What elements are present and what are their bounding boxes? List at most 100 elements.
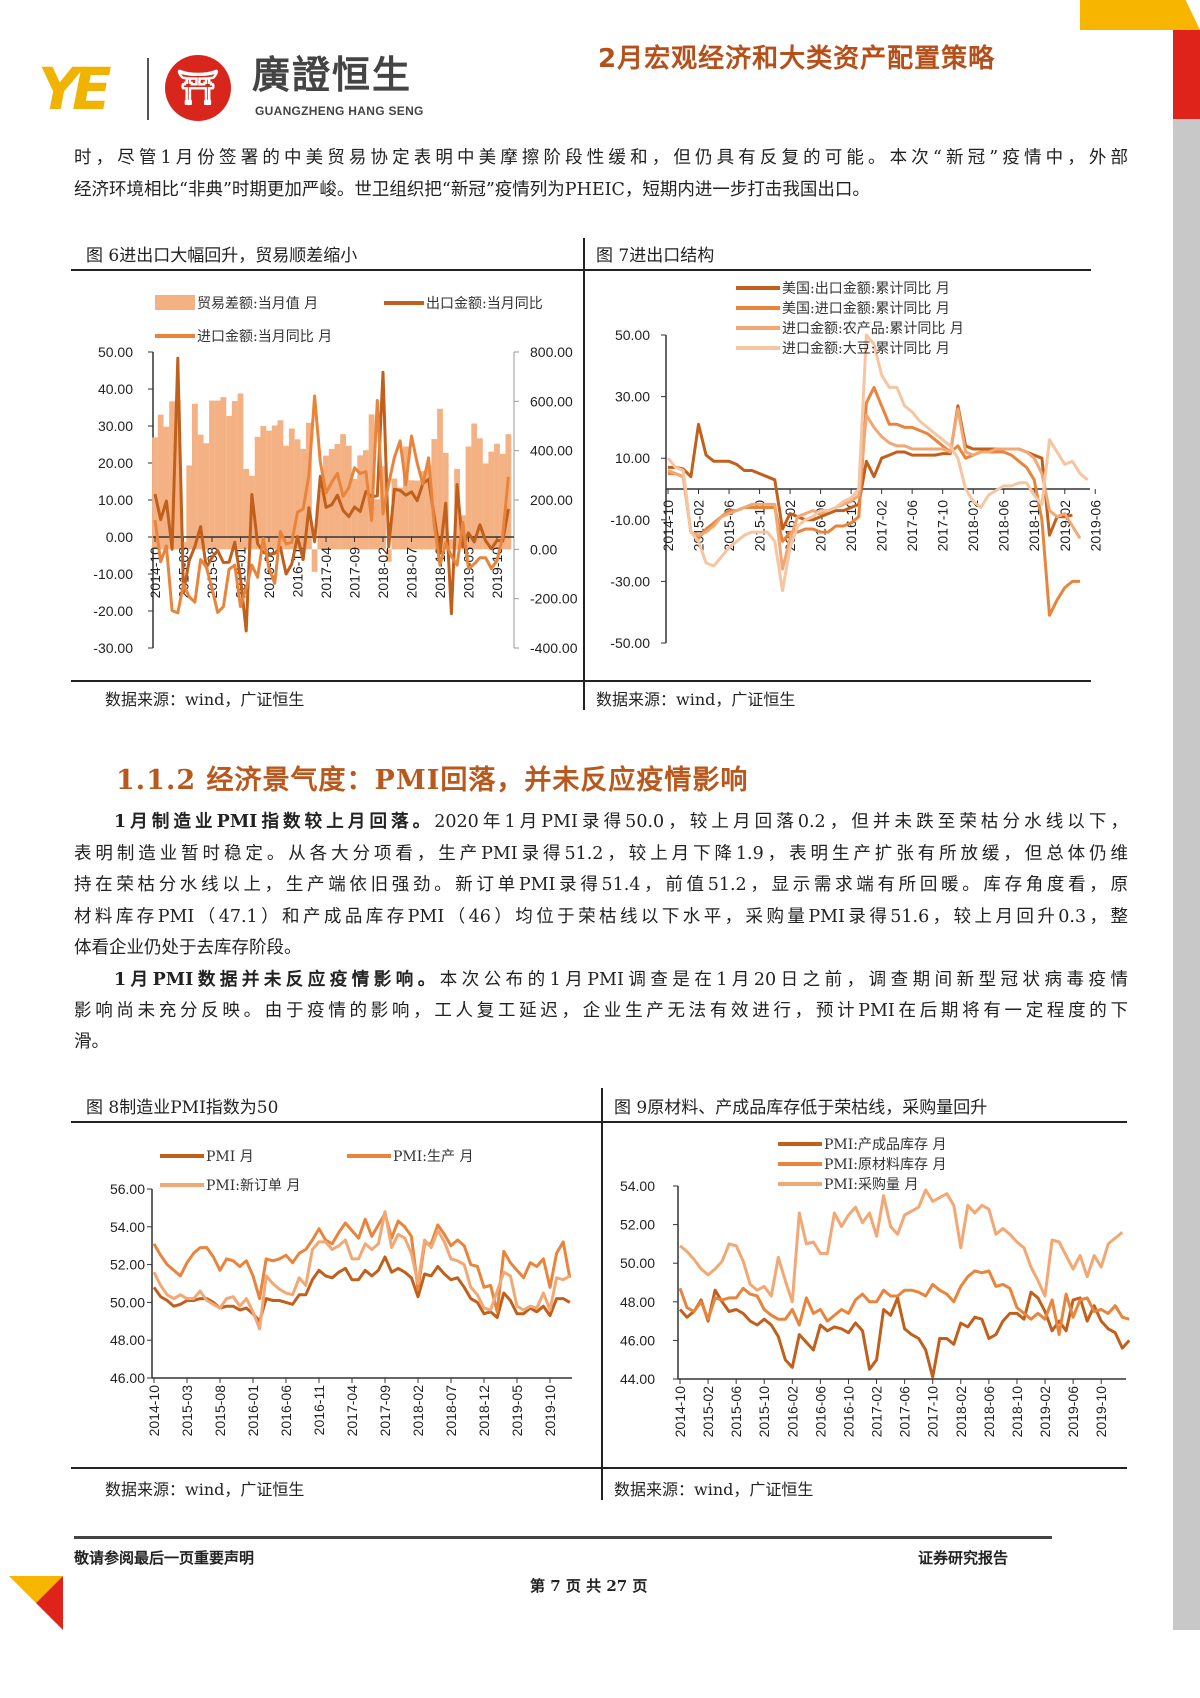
series-line [153,394,510,615]
figure-8-source: 数据来源：wind，广证恒生 [105,1480,305,1499]
figure-6-source: 数据来源：wind，广证恒生 [105,690,305,709]
x-tick-label: 2017-04 [318,547,334,599]
para1-lead: 1月制造业PMI指数较上月回落。 [114,812,435,832]
y-tick-label: 52.00 [110,1257,145,1273]
y-tick-label: 54.00 [110,1219,145,1235]
x-tick-label: 2018-12 [476,1385,492,1437]
legend-label: PMI:产成品库存 月 [824,1137,946,1153]
x-tick-label: 2015-06 [728,1386,744,1438]
x-tick-label: 2016-06 [278,1385,294,1437]
x-tick-label: 2015-08 [212,1385,228,1437]
bar [368,414,375,550]
x-tick-label: 2016-11 [311,1385,327,1436]
para1-line: 表明制造业暂时稳定。从各大分项看，生产PMI录得51.2，较上月下降1.9，表明… [74,844,1128,864]
company-name-en: GUANGZHENG HANG SENG [255,104,424,118]
bar [437,408,443,550]
y-tick-label: 48.00 [620,1294,655,1310]
y-tick-label: 30.00 [615,389,650,405]
footer-report-type: 证券研究报告 [918,1549,1009,1567]
company-name-cn: 廣證恒生 [252,53,413,97]
x-tick-label: 2018-06 [996,500,1012,552]
bar [465,446,472,550]
side-bar-gray [1173,119,1200,1630]
x-tick-label: 2018-02 [375,547,391,599]
bar [306,422,312,550]
bar [499,453,506,550]
bar [494,443,500,550]
x-tick-label: 2015-08 [204,547,220,599]
bar [374,499,381,550]
x-tick-label: 2015-10 [756,1386,772,1438]
bar [209,400,215,550]
bar [471,423,478,550]
series-line [152,1210,571,1331]
y-tick-label: 56.00 [110,1181,145,1197]
bar [482,463,489,550]
bar [442,452,449,550]
y-tick-label-right: 0.00 [530,541,557,557]
x-tick-label: 2016-06 [261,547,277,599]
x-tick-label: 2017-10 [935,500,951,552]
bar [488,451,495,550]
x-tick-label: 2018-02 [965,500,981,552]
legend-label: PMI:原材料库存 月 [824,1157,946,1173]
figure-top-rule [71,269,1091,271]
section-heading: 1.1.2 经济景气度：PMI回落，并未反应疫情影响 [116,765,749,796]
legend-label: 出口金额:当月同比 [426,296,543,312]
series-line [667,407,1082,571]
x-tick-label: 2019-10 [1093,1386,1109,1438]
figure-7-title: 图 7进出口结构 [596,246,715,266]
x-tick-label: 2014-10 [660,500,676,552]
y-tick-label: 50.00 [615,327,650,343]
footer-disclaimer: 敬请参阅最后一页重要声明 [74,1549,255,1567]
x-tick-label: 2019-05 [461,547,477,599]
legend-label: 美国:进口金额:累计同比 月 [782,301,950,317]
bar [231,401,238,550]
bar [203,443,210,550]
bar [391,478,398,550]
document-title: 2月宏观经济和大类资产配置策略 [598,44,996,74]
bar [300,448,307,550]
para1-line: 持在荣枯分水线以上，生产端依旧强劲。新订单PMI录得51.4，前值51.2，显示… [74,875,1128,895]
x-tick-label: 2018-07 [443,1385,459,1437]
bar [425,465,432,550]
x-tick-label: 2017-10 [925,1386,941,1438]
y-tick-label: 50.00 [98,344,133,360]
x-tick-label: 2019-10 [489,547,505,599]
figure-bottom-rule [71,680,1091,682]
legend-label: PMI:新订单 月 [206,1178,300,1194]
bar [163,426,170,550]
y-tick-label: 44.00 [620,1371,655,1387]
x-tick-label: 2018-10 [1026,500,1042,552]
para2-line: 滑。 [74,1032,109,1052]
series-line [153,356,510,633]
figure-divider [583,238,585,710]
bar [477,438,483,550]
x-tick-label: 2019-06 [1065,1386,1081,1438]
bar [351,479,358,550]
legend-label: 进口金额:当月同比 月 [197,329,332,345]
x-tick-label: 2019-05 [509,1385,525,1437]
series-line [678,1288,1131,1379]
y-tick-label-right: 600.00 [530,393,573,409]
x-tick-label: 2017-06 [897,1386,913,1438]
x-tick-label: 2016-01 [245,1385,261,1437]
x-tick-label: 2018-06 [981,1386,997,1438]
bar [220,397,227,550]
para2-lead: 1月PMI数据并未反应疫情影响。 [114,970,440,990]
bar [283,445,289,550]
bar [402,446,409,550]
legend-label: 进口金额:大豆:累计同比 月 [782,341,950,357]
y-tick-label-right: 200.00 [530,492,573,508]
y-tick-label: 52.00 [620,1217,655,1233]
y-tick-label: -30.00 [610,573,650,589]
figure-divider [601,1088,603,1500]
side-bar-red [1173,30,1200,119]
y-tick-label: -30.00 [93,640,133,656]
y-tick-label: 54.00 [620,1178,655,1194]
y-tick-label: 46.00 [620,1332,655,1348]
bar [414,480,421,550]
bar [254,436,261,550]
bar [345,445,352,550]
